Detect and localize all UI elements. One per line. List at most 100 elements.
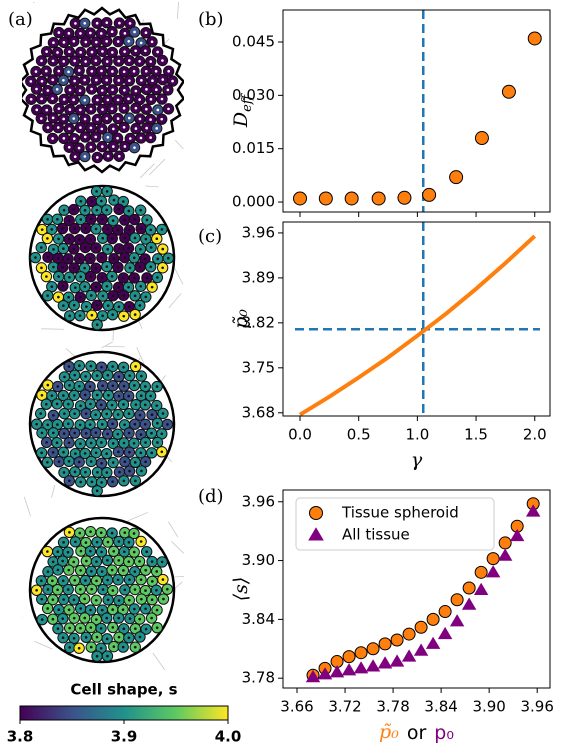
cell-center bbox=[133, 607, 136, 611]
cell-center bbox=[95, 654, 99, 658]
cell-center bbox=[56, 385, 60, 388]
cell-center bbox=[149, 228, 153, 232]
cell-center bbox=[139, 136, 143, 140]
cell-center bbox=[83, 117, 87, 121]
background-edge bbox=[65, 348, 77, 358]
triangle-marker bbox=[317, 667, 333, 680]
cell-center bbox=[117, 247, 121, 251]
y-axis-label: Deff bbox=[230, 92, 255, 128]
cell-center bbox=[46, 588, 50, 591]
cell-center bbox=[77, 69, 81, 72]
cell-center bbox=[150, 285, 154, 289]
cell-center bbox=[95, 304, 99, 307]
cell-center bbox=[51, 116, 55, 120]
cell-center bbox=[56, 423, 59, 426]
cell-center bbox=[61, 636, 65, 640]
cell-center bbox=[123, 50, 126, 53]
cell-center bbox=[101, 50, 104, 53]
cell-center bbox=[101, 588, 105, 591]
cell-center bbox=[90, 50, 94, 54]
cell-center bbox=[111, 422, 114, 426]
colorbar bbox=[19, 705, 229, 721]
x-axis-label-part: p₀ bbox=[434, 722, 454, 744]
cell-center bbox=[78, 364, 81, 368]
triangle-marker bbox=[509, 528, 525, 542]
cell-center bbox=[62, 78, 65, 82]
cell-center bbox=[78, 238, 81, 241]
x-tick-label: 3.96 bbox=[520, 698, 553, 716]
colorbar-tick-label: 3.9 bbox=[111, 728, 138, 746]
cell-center bbox=[123, 256, 127, 259]
cell-center bbox=[89, 608, 92, 612]
cell-center bbox=[116, 578, 120, 582]
background-edge bbox=[145, 185, 159, 188]
cell-center bbox=[134, 49, 137, 53]
cell-center bbox=[84, 246, 87, 249]
cell-center bbox=[67, 237, 71, 241]
x-tick-label: 1.0 bbox=[405, 426, 429, 444]
cell-center bbox=[56, 627, 60, 630]
cell-center bbox=[105, 616, 109, 620]
cell-center bbox=[67, 365, 71, 368]
cell-center bbox=[138, 117, 142, 121]
cell-center bbox=[50, 228, 54, 231]
cell-center bbox=[100, 199, 103, 203]
cell-center bbox=[105, 265, 109, 268]
cell-center bbox=[46, 607, 49, 610]
cell-center bbox=[111, 51, 114, 54]
cell-center bbox=[139, 394, 143, 398]
cell-center bbox=[160, 560, 164, 564]
cell-center bbox=[34, 70, 38, 73]
cell-center bbox=[134, 365, 137, 368]
cell-center bbox=[57, 608, 61, 612]
cell-center bbox=[106, 540, 110, 544]
cell-center bbox=[94, 451, 98, 455]
cell-center bbox=[144, 607, 147, 611]
circle-marker bbox=[498, 536, 512, 550]
cell-center bbox=[89, 238, 92, 241]
cell-center bbox=[122, 403, 125, 406]
cell-center bbox=[133, 645, 137, 649]
cell-center bbox=[51, 97, 54, 100]
cell-center bbox=[127, 116, 131, 120]
cell-center bbox=[94, 227, 98, 231]
cell-center bbox=[155, 608, 159, 612]
cell-center bbox=[116, 413, 120, 416]
cell-center bbox=[89, 126, 93, 130]
circle-marker bbox=[318, 191, 333, 206]
cell-center bbox=[73, 227, 76, 230]
cell-center bbox=[111, 294, 115, 298]
background-edge bbox=[105, 345, 125, 348]
cell-center bbox=[143, 403, 147, 407]
cell-center bbox=[99, 627, 103, 630]
circle-marker bbox=[422, 187, 437, 202]
cell-center bbox=[78, 423, 82, 427]
cell-center bbox=[116, 228, 120, 232]
background-edge bbox=[140, 163, 155, 179]
cell-center bbox=[83, 78, 86, 82]
cell-center bbox=[161, 59, 164, 62]
cell-center bbox=[127, 598, 131, 602]
triangle-marker bbox=[341, 663, 357, 676]
cell-center bbox=[127, 59, 131, 62]
circle-marker bbox=[354, 646, 368, 660]
cell-center bbox=[46, 460, 49, 464]
cell-center bbox=[79, 442, 82, 445]
cell-center bbox=[79, 569, 82, 572]
cell-center bbox=[79, 51, 82, 54]
cell-center bbox=[105, 40, 108, 43]
background-edge bbox=[176, 2, 179, 19]
triangle-marker bbox=[329, 665, 345, 678]
cell-center bbox=[100, 608, 104, 612]
cell-center bbox=[154, 69, 158, 73]
cell-center bbox=[111, 70, 114, 73]
cell-center bbox=[68, 127, 71, 131]
x-tick-label: 3.66 bbox=[280, 698, 313, 716]
cell-center bbox=[56, 256, 60, 260]
y-tick-label: 3.78 bbox=[242, 669, 275, 687]
cell-center bbox=[111, 442, 115, 445]
cell-center bbox=[106, 304, 110, 307]
cell-center bbox=[61, 227, 64, 230]
cell-center bbox=[39, 412, 42, 415]
cell-center bbox=[89, 107, 93, 111]
